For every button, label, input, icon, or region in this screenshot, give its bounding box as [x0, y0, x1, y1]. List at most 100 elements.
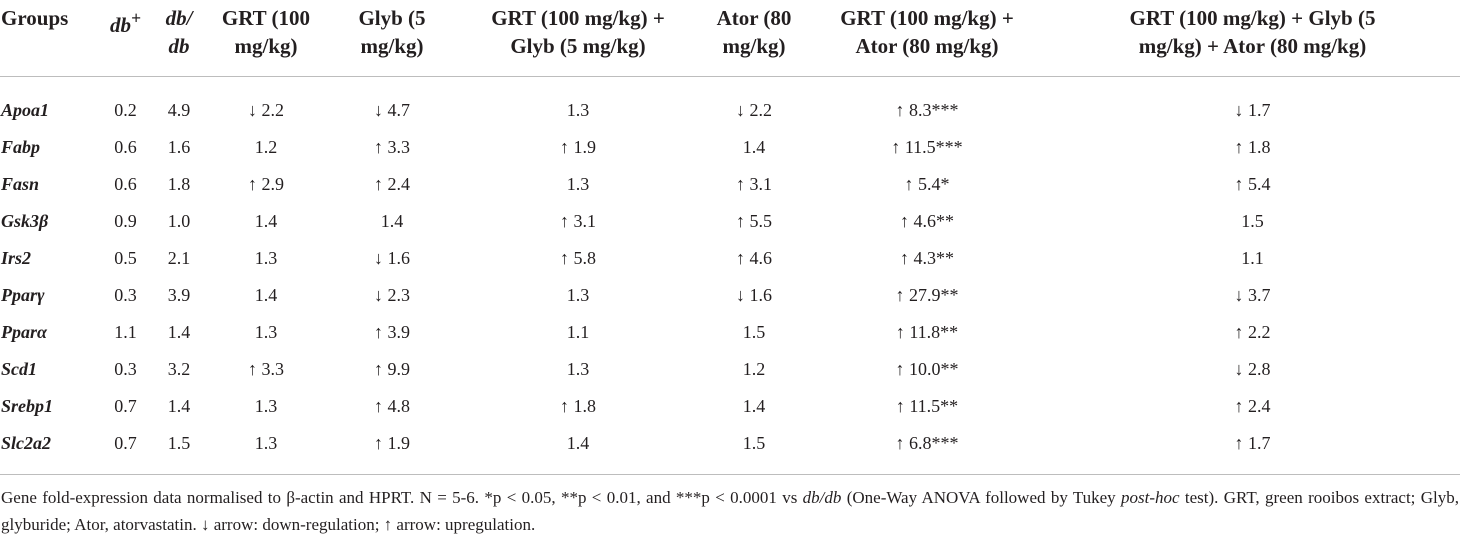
table-row: Srebp1 0.7 1.4 1.3 ↑ 4.8 ↑ 1.8 1.4 ↑ 11.5** ↑ 2.… [0, 388, 1460, 425]
header-db-plus: db+ [98, 0, 153, 77]
gene-name-cell: Scd1 [1, 359, 37, 379]
table-cell: 1.4 [742, 396, 766, 416]
table-cell: ↓ 2.3 [374, 285, 410, 305]
table-cell: 0.5 [114, 248, 137, 268]
table-cell: ↑ 3.1 [736, 174, 772, 194]
table-footnote: Gene fold-expression data normalised to … [1, 488, 1459, 534]
table-cell: ↓ 2.2 [248, 100, 284, 120]
gene-name-cell: Srebp1 [1, 396, 54, 416]
header-grt: GRT (100 mg/kg) [205, 0, 327, 77]
gene-name-cell: Pparγ [1, 285, 45, 305]
table-cell: 1.4 [742, 137, 766, 157]
table-cell: 0.6 [114, 137, 137, 157]
header-db-db: db/db [153, 0, 205, 77]
table-cell: ↓ 4.7 [374, 100, 410, 120]
table-cell: ↑ 3.3 [374, 137, 410, 157]
table-cell: 1.3 [254, 433, 278, 453]
table-cell: 1.6 [167, 137, 191, 157]
table-cell: ↑ 2.2 [1234, 322, 1271, 342]
table-body: Apoa1 0.2 4.9 ↓ 2.2 ↓ 4.7 1.3 ↓ 2.2 ↑ 8.3*** ↓ 1… [0, 77, 1460, 471]
header-ator: Ator (80 mg/kg) [699, 0, 809, 77]
table-cell: 1.1 [566, 322, 590, 342]
table-cell: ↑ 10.0** [895, 359, 959, 379]
table-cell: ↑ 5.4* [904, 174, 950, 194]
table-cell: ↑ 1.8 [1234, 137, 1271, 157]
table-cell: ↑ 9.9 [374, 359, 410, 379]
gene-expression-table: Groups db+ db/db GRT (100 mg/kg) Glyb (5 m… [0, 0, 1460, 471]
table-cell: ↑ 11.8** [895, 322, 959, 342]
table-cell: 1.0 [167, 211, 191, 231]
table-cell: ↓ 2.8 [1234, 359, 1271, 379]
table-cell: ↓ 1.6 [736, 285, 772, 305]
table-cell: 1.5 [742, 322, 766, 342]
table-cell: 3.9 [167, 285, 191, 305]
table-cell: 1.2 [742, 359, 766, 379]
table-row: Irs2 0.5 2.1 1.3 ↓ 1.6 ↑ 5.8 ↑ 4.6 ↑ 4.3** 1.1 [0, 240, 1460, 277]
table-cell: 1.3 [254, 322, 278, 342]
table-cell: 0.7 [114, 396, 137, 416]
table-cell: 3.2 [167, 359, 191, 379]
table-cell: 1.3 [254, 396, 278, 416]
table-cell: 1.4 [167, 396, 191, 416]
table-cell: ↓ 1.6 [374, 248, 410, 268]
footnote-divider [0, 474, 1460, 475]
gene-name-cell: Pparα [1, 322, 47, 342]
table-row: Pparα 1.1 1.4 1.3 ↑ 3.9 1.1 1.5 ↑ 11.8** ↑ 2.2 [0, 314, 1460, 351]
header-grt-glyb: GRT (100 mg/kg) + Glyb (5 mg/kg) [457, 0, 699, 77]
table-cell: ↑ 3.9 [374, 322, 410, 342]
table-cell: ↑ 3.1 [560, 211, 596, 231]
table-cell: 1.4 [566, 433, 590, 453]
table-cell: ↑ 1.9 [560, 137, 596, 157]
table-row: Pparγ 0.3 3.9 1.4 ↓ 2.3 1.3 ↓ 1.6 ↑ 27.9** ↓ 3.7 [0, 277, 1460, 314]
table-cell: ↑ 27.9** [895, 285, 959, 305]
gene-name-cell: Gsk3β [1, 211, 49, 231]
header-groups: Groups [0, 0, 98, 77]
table-cell: ↑ 3.3 [248, 359, 284, 379]
table-row: Fasn 0.6 1.8 ↑ 2.9 ↑ 2.4 1.3 ↑ 3.1 ↑ 5.4* ↑ 5.4 [0, 166, 1460, 203]
table-cell: 0.3 [114, 285, 137, 305]
table-cell: ↓ 1.7 [1234, 100, 1271, 120]
header-row: Groups db+ db/db GRT (100 mg/kg) Glyb (5 m… [0, 0, 1460, 77]
table-cell: ↑ 11.5*** [891, 137, 963, 157]
gene-name-cell: Fasn [1, 174, 40, 194]
gene-name-cell: Apoa1 [1, 100, 50, 120]
table-cell: 4.9 [167, 100, 191, 120]
gene-name-cell: Fabp [1, 137, 41, 157]
table-cell: 1.8 [167, 174, 191, 194]
table-cell: ↑ 8.3*** [895, 100, 959, 120]
table-cell: 1.4 [254, 211, 278, 231]
table-row: Gsk3β 0.9 1.0 1.4 1.4 ↑ 3.1 ↑ 5.5 ↑ 4.6** 1.5 [0, 203, 1460, 240]
table-cell: 0.9 [114, 211, 137, 231]
gene-name-cell: Slc2a2 [1, 433, 52, 453]
table-cell: ↓ 2.2 [736, 100, 772, 120]
table-cell: 1.2 [254, 137, 278, 157]
table-row: Apoa1 0.2 4.9 ↓ 2.2 ↓ 4.7 1.3 ↓ 2.2 ↑ 8.3*** ↓ 1… [0, 77, 1460, 130]
table-cell: 1.3 [566, 100, 590, 120]
table-cell: ↓ 3.7 [1234, 285, 1271, 305]
table-cell: ↑ 4.8 [374, 396, 410, 416]
table-cell: 1.1 [114, 322, 137, 342]
table-cell: ↑ 4.3** [900, 248, 954, 268]
table-cell: ↑ 2.4 [374, 174, 410, 194]
header-glyb: Glyb (5 mg/kg) [327, 0, 457, 77]
table-cell: ↑ 2.9 [248, 174, 284, 194]
table-cell: 1.4 [167, 322, 191, 342]
table-cell: ↑ 4.6 [736, 248, 772, 268]
table-cell: ↑ 5.5 [736, 211, 772, 231]
table-cell: ↑ 11.5** [895, 396, 959, 416]
table-cell: 1.5 [1241, 211, 1264, 231]
table-cell: 1.3 [566, 174, 590, 194]
table-cell: 1.1 [1241, 248, 1264, 268]
table-cell: 0.2 [114, 100, 137, 120]
table-cell: 1.5 [742, 433, 766, 453]
table-cell: ↑ 1.8 [560, 396, 596, 416]
table-cell: ↑ 1.7 [1234, 433, 1271, 453]
table-cell: 1.3 [566, 285, 590, 305]
table-cell: ↑ 5.4 [1234, 174, 1271, 194]
table-cell: ↑ 6.8*** [895, 433, 959, 453]
table-row: Fabp 0.6 1.6 1.2 ↑ 3.3 ↑ 1.9 1.4 ↑ 11.5*** ↑ 1.8 [0, 129, 1460, 166]
table-cell: 1.5 [167, 433, 191, 453]
table-cell: ↑ 1.9 [374, 433, 410, 453]
table-cell: 1.3 [566, 359, 590, 379]
